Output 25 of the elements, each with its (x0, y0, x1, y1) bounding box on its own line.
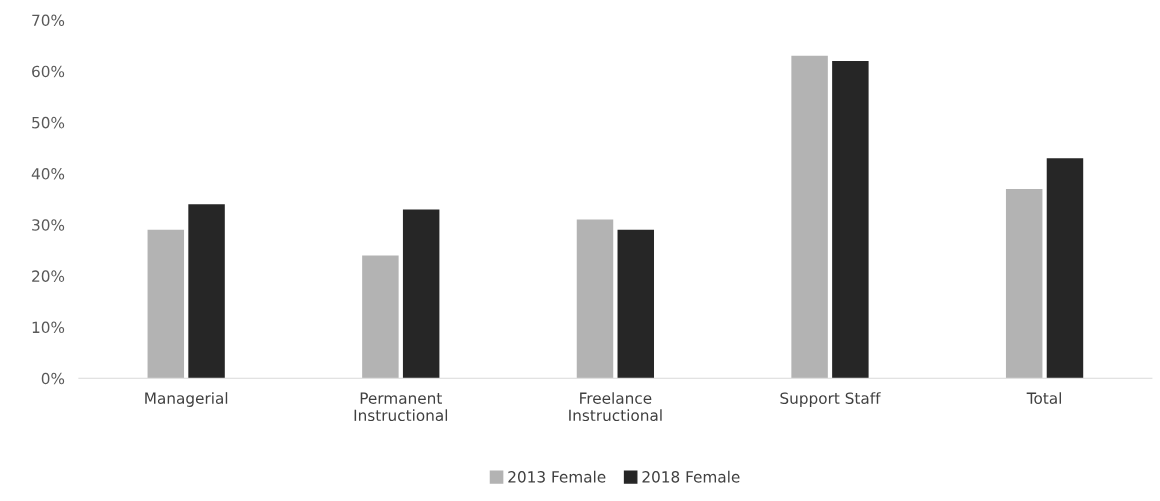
bar (188, 204, 225, 379)
bar (576, 219, 614, 379)
y-tick-label: 50% (32, 116, 65, 129)
bar (1046, 158, 1084, 379)
y-tick-label: 40% (31, 168, 65, 180)
bar (791, 55, 828, 379)
bar (1005, 188, 1043, 379)
bar (147, 229, 185, 379)
x-tick-label: Freelance Instructional (569, 392, 662, 422)
bar (832, 60, 869, 379)
y-tick-label: 70% (32, 14, 65, 27)
bar (402, 209, 440, 379)
x-tick-label: Support Staff (780, 392, 881, 407)
bar (617, 229, 655, 379)
legend-label: 2018 Female (642, 470, 740, 483)
x-tick-label: Permanent Instructional (354, 392, 448, 422)
y-tick-label: 0% (41, 372, 65, 385)
y-tick-label: 60% (32, 65, 65, 78)
bar (362, 255, 399, 379)
x-tick-label: Total (1026, 392, 1061, 404)
legend-label: 2013 Female (508, 470, 606, 483)
y-tick-label: 10% (32, 321, 65, 334)
x-tick-label: Managerial (145, 392, 228, 407)
y-tick-label: 20% (32, 270, 65, 282)
y-tick-label: 30% (32, 219, 65, 231)
